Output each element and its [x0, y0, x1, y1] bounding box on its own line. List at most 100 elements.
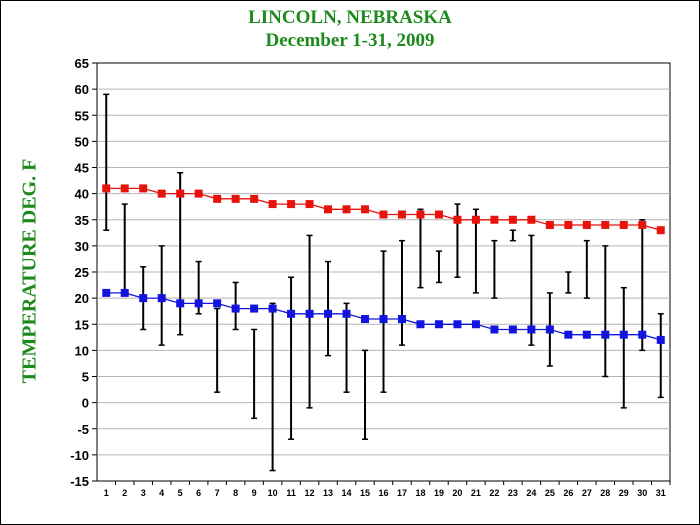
series-marker-1: [287, 309, 296, 318]
series-marker-1: [139, 294, 148, 303]
series-marker-1: [416, 320, 425, 329]
series-marker-0: [656, 226, 665, 235]
series-marker-1: [545, 325, 554, 334]
series-marker-1: [527, 325, 536, 334]
series-marker-0: [379, 210, 388, 219]
series-marker-0: [287, 200, 296, 209]
x-tick-label: 8: [233, 488, 238, 498]
series-marker-0: [582, 220, 591, 229]
series-marker-1: [213, 299, 222, 308]
x-tick-label: 11: [286, 488, 296, 498]
series-marker-0: [601, 220, 610, 229]
series-marker-1: [176, 299, 185, 308]
series-marker-0: [453, 215, 462, 224]
series-marker-1: [231, 304, 240, 313]
y-tick-label: 20: [75, 291, 89, 306]
y-tick-label: 45: [75, 161, 89, 176]
x-tick-label: 18: [415, 488, 425, 498]
x-tick-label: 7: [215, 488, 220, 498]
series-marker-1: [397, 315, 406, 324]
x-tick-label: 22: [489, 488, 499, 498]
y-tick-label: -10: [70, 448, 89, 463]
x-tick-label: 19: [434, 488, 444, 498]
x-tick-label: 29: [619, 488, 629, 498]
series-marker-0: [157, 189, 166, 198]
series-marker-0: [305, 200, 314, 209]
series-marker-0: [471, 215, 480, 224]
series-marker-0: [397, 210, 406, 219]
series-marker-1: [157, 294, 166, 303]
series-marker-1: [194, 299, 203, 308]
series-marker-1: [656, 335, 665, 344]
series-marker-0: [120, 184, 129, 193]
x-tick-label: 1: [104, 488, 109, 498]
x-tick-label: 14: [342, 488, 352, 498]
series-marker-0: [527, 215, 536, 224]
series-marker-0: [213, 194, 222, 203]
series-marker-0: [231, 194, 240, 203]
series-marker-0: [139, 184, 148, 193]
x-tick-labels: 1 2 3 4 5 6 7 8 9 10 11 12 13 14 15 16 17 18 19 20 21 22 23 24 2…: [104, 488, 666, 498]
x-tick-label: 24: [526, 488, 536, 498]
x-tick-label: 9: [252, 488, 257, 498]
x-tick-label: 5: [178, 488, 183, 498]
series-marker-1: [619, 330, 628, 339]
series-marker-0: [508, 215, 517, 224]
x-tick-label: 15: [360, 488, 370, 498]
series-marker-0: [564, 220, 573, 229]
series-marker-1: [342, 309, 351, 318]
y-tick-label: -15: [70, 474, 89, 489]
series-marker-1: [490, 325, 499, 334]
series-marker-1: [379, 315, 388, 324]
series-marker-1: [305, 309, 314, 318]
chart-title: LINCOLN, NEBRASKA: [248, 7, 452, 28]
series-marker-0: [361, 205, 370, 214]
x-tick-label: 13: [323, 488, 333, 498]
x-tick-label: 12: [305, 488, 315, 498]
series-marker-0: [268, 200, 277, 209]
x-tick-label: 25: [545, 488, 555, 498]
series-marker-0: [416, 210, 425, 219]
x-tick-label: 6: [196, 488, 201, 498]
x-tick-label: 21: [471, 488, 481, 498]
series-marker-1: [102, 288, 111, 297]
series-marker-0: [638, 220, 647, 229]
series-marker-1: [434, 320, 443, 329]
y-tick-label: 30: [75, 239, 89, 254]
y-tick-label: 35: [75, 213, 89, 228]
x-tick-label: 27: [582, 488, 592, 498]
series-marker-0: [434, 210, 443, 219]
x-tick-label: 3: [141, 488, 146, 498]
series-marker-1: [582, 330, 591, 339]
series-marker-1: [508, 325, 517, 334]
x-tick-label: 23: [508, 488, 518, 498]
y-tick-labels: -15 -10 -5 0 5 10 15 20 25 30 35 40 45 50 55 60 65: [70, 56, 89, 489]
series-marker-1: [564, 330, 573, 339]
series-marker-0: [176, 189, 185, 198]
series-marker-0: [194, 189, 203, 198]
x-tick-label: 16: [378, 488, 388, 498]
y-tick-label: -5: [77, 422, 89, 437]
series-marker-0: [619, 220, 628, 229]
y-tick-label: 60: [75, 82, 89, 97]
series-marker-1: [120, 288, 129, 297]
series-marker-1: [361, 315, 370, 324]
series-markers: [102, 184, 665, 344]
x-tick-label: 30: [637, 488, 647, 498]
series-marker-1: [471, 320, 480, 329]
y-tick-label: 15: [75, 317, 89, 332]
x-tick-label: 17: [397, 488, 407, 498]
chart-title-block: LINCOLN, NEBRASKA December 1-31, 2009: [0, 6, 700, 52]
x-tick-label: 10: [268, 488, 278, 498]
y-tick-label: 65: [75, 56, 89, 71]
y-tick-label: 0: [82, 396, 89, 411]
series-marker-1: [638, 330, 647, 339]
series-marker-1: [324, 309, 333, 318]
series-marker-1: [453, 320, 462, 329]
series-marker-1: [268, 304, 277, 313]
series-marker-0: [102, 184, 111, 193]
x-tick-label: 28: [600, 488, 610, 498]
chart-subtitle: December 1-31, 2009: [265, 30, 435, 51]
y-tick-label: 50: [75, 134, 89, 149]
